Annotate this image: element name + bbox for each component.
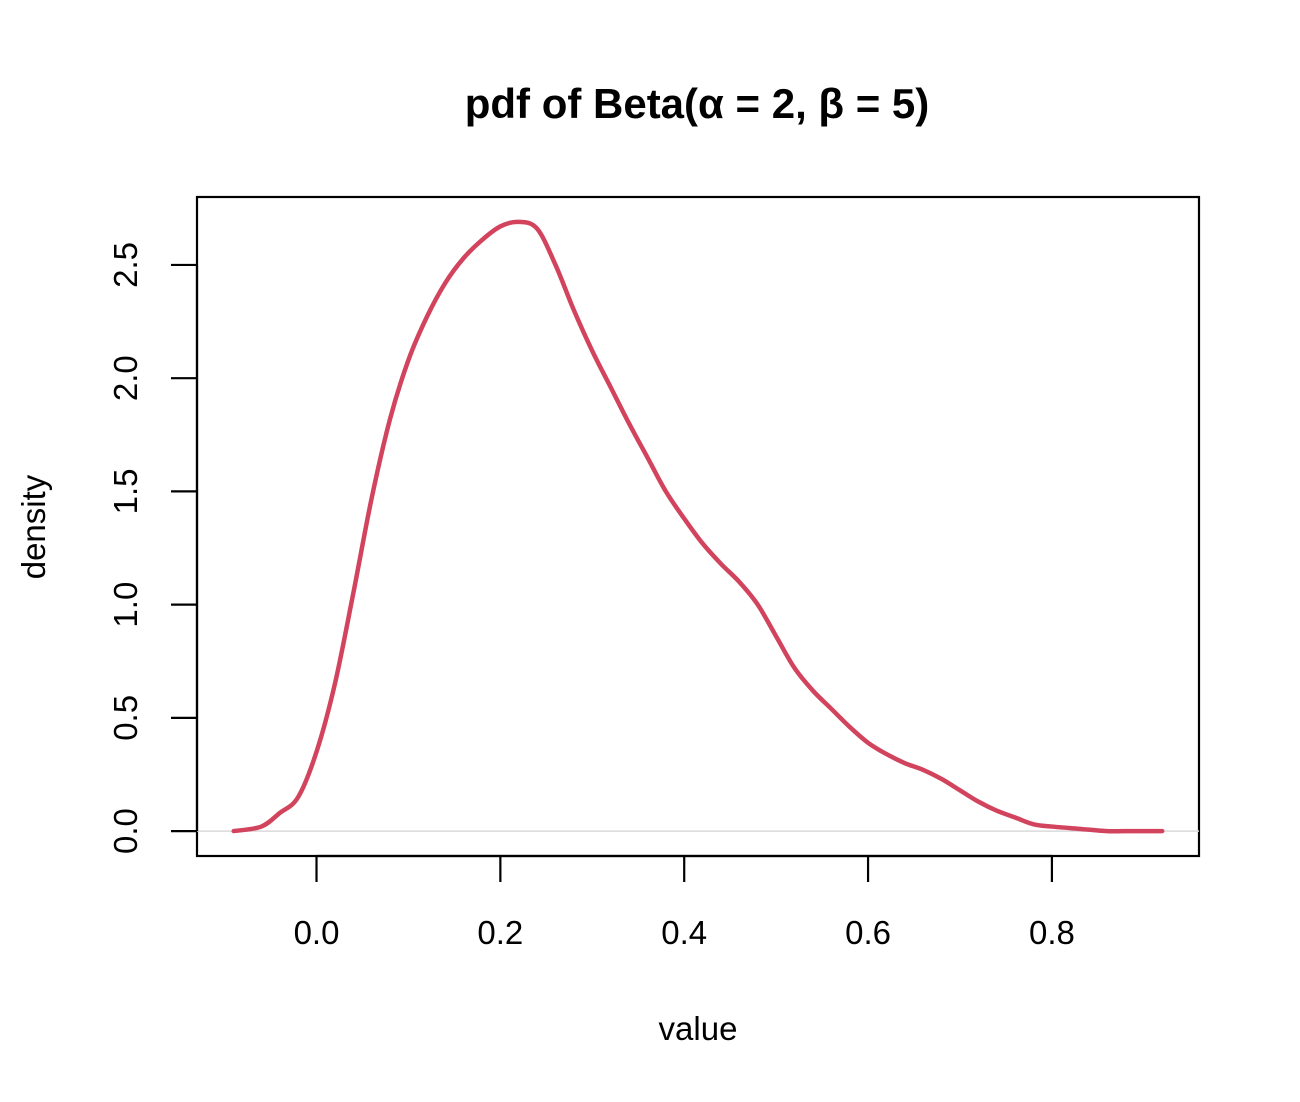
x-tick-label: 0.4 [661, 914, 707, 951]
x-tick-label: 0.8 [1029, 914, 1075, 951]
y-tick-label: 2.5 [107, 242, 144, 288]
chart-title: pdf of Beta(α = 2, β = 5) [465, 80, 930, 127]
density-curve [231, 219, 1165, 834]
y-tick-label: 1.5 [107, 468, 144, 514]
y-axis: 0.0 0.5 1.0 1.5 2.0 2.5 [107, 242, 199, 854]
plot-frame [195, 195, 1201, 858]
y-tick-label: 0.0 [107, 808, 144, 854]
y-tick-label: 0.5 [107, 695, 144, 741]
y-axis-label: density [15, 474, 52, 579]
x-axis: 0.0 0.2 0.4 0.6 0.8 [294, 854, 1075, 951]
x-tick-label: 0.2 [477, 914, 523, 951]
y-tick-label: 2.0 [107, 355, 144, 401]
x-tick-label: 0.6 [845, 914, 891, 951]
x-tick-label: 0.0 [294, 914, 340, 951]
x-axis-label: value [659, 1010, 738, 1047]
y-tick-label: 1.0 [107, 582, 144, 628]
